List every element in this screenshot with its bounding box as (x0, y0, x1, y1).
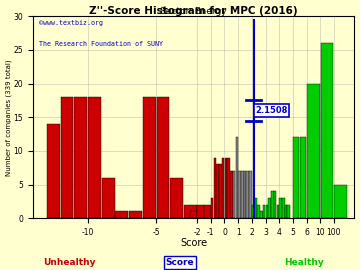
Bar (211, 198, 213, 218)
Bar (61, 97, 73, 218)
Text: Healthy: Healthy (284, 258, 324, 267)
Bar (288, 205, 290, 218)
Bar (227, 158, 230, 218)
Bar (233, 171, 235, 218)
Bar (102, 178, 114, 218)
Bar (307, 84, 320, 218)
Bar (219, 164, 222, 218)
Bar (216, 164, 219, 218)
Bar (334, 184, 347, 218)
Bar (235, 137, 238, 218)
Text: The Research Foundation of SUNY: The Research Foundation of SUNY (39, 40, 163, 46)
Bar (252, 205, 255, 218)
Bar (225, 158, 227, 218)
Bar (274, 191, 276, 218)
Bar (279, 198, 282, 218)
Text: Score: Score (166, 258, 194, 267)
Bar (230, 171, 233, 218)
Bar (238, 171, 241, 218)
Bar (285, 205, 287, 218)
Bar (197, 205, 204, 218)
Text: Sector: Energy: Sector: Energy (160, 7, 227, 16)
Y-axis label: Number of companies (339 total): Number of companies (339 total) (5, 59, 12, 176)
Text: Unhealthy: Unhealthy (43, 258, 96, 267)
Bar (184, 205, 197, 218)
Bar (263, 205, 265, 218)
Bar (170, 178, 183, 218)
Bar (293, 137, 300, 218)
Bar (260, 211, 263, 218)
Bar (247, 171, 249, 218)
Bar (47, 124, 60, 218)
X-axis label: Score: Score (180, 238, 207, 248)
Bar (300, 137, 306, 218)
Bar (282, 198, 284, 218)
Bar (244, 171, 246, 218)
Bar (213, 158, 216, 218)
Text: ©www.textbiz.org: ©www.textbiz.org (39, 20, 103, 26)
Bar (190, 211, 197, 218)
Bar (255, 198, 257, 218)
Bar (266, 205, 268, 218)
Bar (75, 97, 87, 218)
Bar (116, 211, 128, 218)
Bar (321, 43, 333, 218)
Bar (143, 97, 156, 218)
Bar (257, 205, 260, 218)
Title: Z''-Score Histogram for MPC (2016): Z''-Score Histogram for MPC (2016) (89, 6, 298, 16)
Bar (129, 211, 142, 218)
Bar (249, 171, 252, 218)
Text: 2.1508: 2.1508 (255, 106, 288, 115)
Bar (271, 191, 274, 218)
Bar (204, 205, 211, 218)
Bar (88, 97, 101, 218)
Bar (157, 97, 169, 218)
Bar (241, 171, 243, 218)
Bar (276, 205, 279, 218)
Bar (222, 158, 224, 218)
Bar (268, 198, 271, 218)
